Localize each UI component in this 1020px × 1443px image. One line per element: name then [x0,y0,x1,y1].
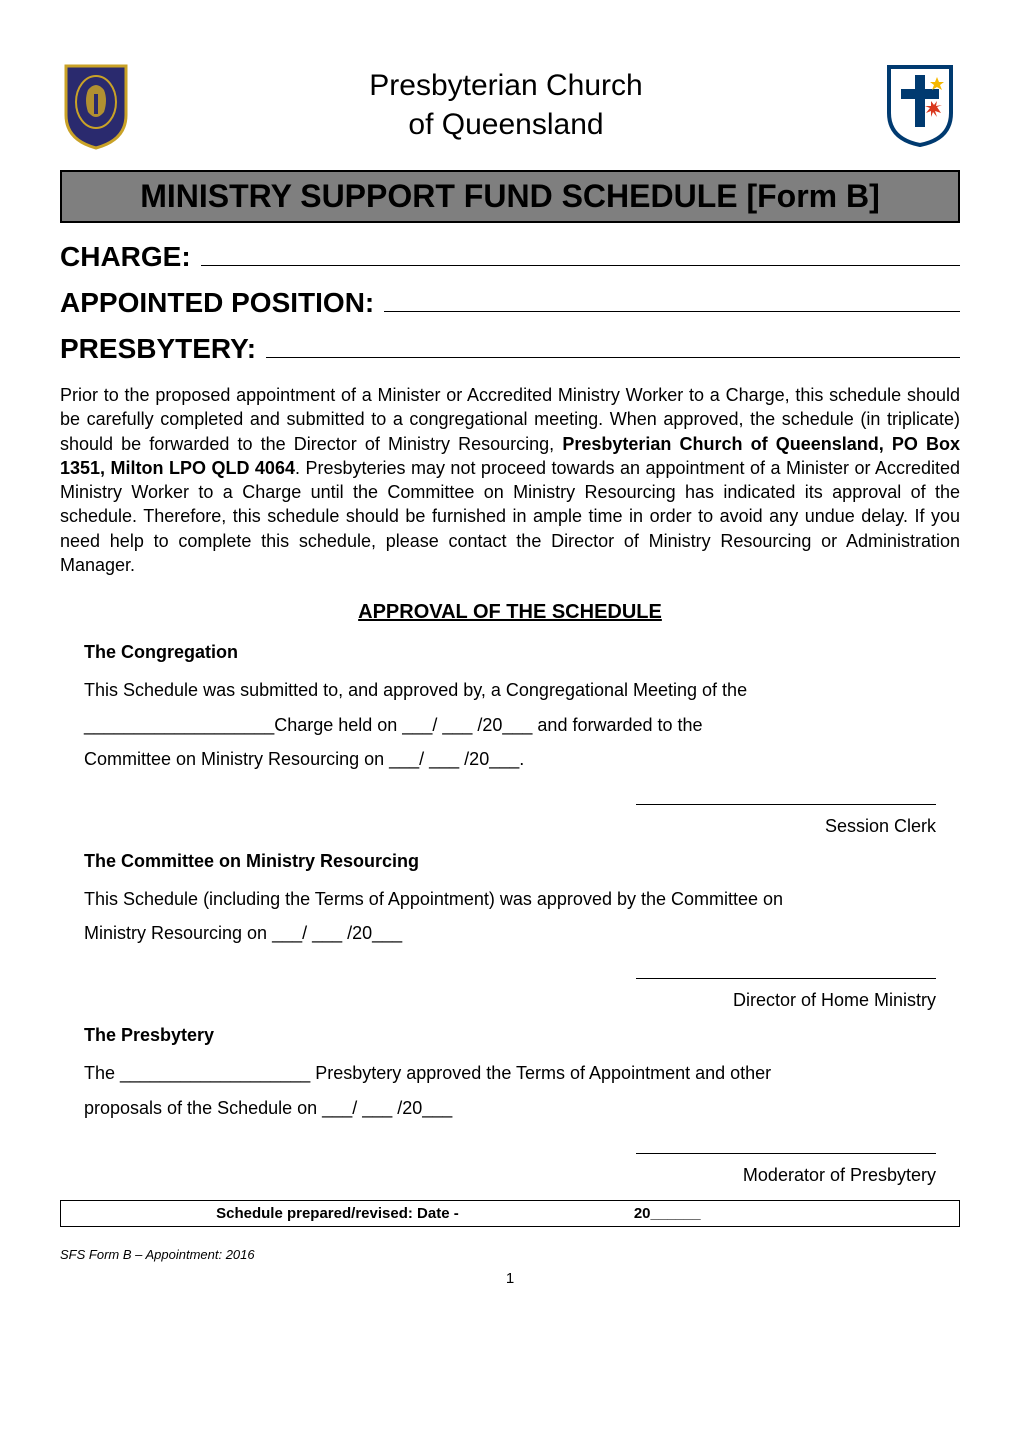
charge-field-row: CHARGE: [60,241,960,273]
moderator-sig-line[interactable] [636,1153,936,1154]
org-line1: Presbyterian Church [132,66,880,105]
approval-heading: APPROVAL OF THE SCHEDULE [60,601,960,624]
congregation-sig-block: Session Clerk [84,796,936,837]
presbytery-section: The Presbytery The ___________________ P… [60,1025,960,1185]
charge-label: CHARGE: [60,241,191,273]
congregation-line3: Committee on Ministry Resourcing on ___/… [84,742,936,776]
title-bar: MINISTRY SUPPORT FUND SCHEDULE [Form B] [60,170,960,223]
appointed-label: APPOINTED POSITION: [60,287,374,319]
presbytery-line1: The ___________________ Presbytery appro… [84,1056,936,1090]
committee-body: This Schedule (including the Terms of Ap… [84,882,936,950]
intro-paragraph: Prior to the proposed appointment of a M… [60,383,960,577]
presbytery-title: The Presbytery [84,1025,936,1046]
presbytery-label: PRESBYTERY: [60,333,256,365]
schedule-date-box: Schedule prepared/revised: Date - 20____… [60,1200,960,1227]
committee-line2: Ministry Resourcing on ___/ ___ /20___ [84,916,936,950]
pcq-crest-logo [60,60,132,150]
committee-section: The Committee on Ministry Resourcing Thi… [60,851,960,1011]
charge-input-line[interactable] [201,265,960,266]
congregation-body: This Schedule was submitted to, and appr… [84,673,936,776]
committee-sig-block: Director of Home Ministry [84,970,936,1011]
org-title: Presbyterian Church of Queensland [132,66,880,144]
appointed-input-line[interactable] [384,311,960,312]
moderator-label: Moderator of Presbytery [84,1165,936,1186]
director-label: Director of Home Ministry [84,990,936,1011]
congregation-title: The Congregation [84,642,936,663]
header-row: Presbyterian Church of Queensland [60,60,960,150]
presbytery-field-row: PRESBYTERY: [60,333,960,365]
director-sig-line[interactable] [636,978,936,979]
session-clerk-sig-line[interactable] [636,804,936,805]
presbytery-input-line[interactable] [266,357,960,358]
footer-text: SFS Form B – Appointment: 2016 [60,1247,960,1262]
committee-line1: This Schedule (including the Terms of Ap… [84,882,936,916]
page-number: 1 [60,1270,960,1287]
presbytery-line2: proposals of the Schedule on ___/ ___ /2… [84,1091,936,1125]
congregation-section: The Congregation This Schedule was submi… [60,642,960,837]
org-line2: of Queensland [132,105,880,144]
committee-title: The Committee on Ministry Resourcing [84,851,936,872]
congregation-line1: This Schedule was submitted to, and appr… [84,673,936,707]
congregation-line2: ___________________Charge held on ___/ _… [84,708,936,742]
presbytery-sig-block: Moderator of Presbytery [84,1145,936,1186]
session-clerk-label: Session Clerk [84,816,936,837]
title-bar-text: MINISTRY SUPPORT FUND SCHEDULE [Form B] [140,178,880,214]
appointed-field-row: APPOINTED POSITION: [60,287,960,319]
presbytery-body: The ___________________ Presbytery appro… [84,1056,936,1124]
cross-shield-logo [880,60,960,150]
schedule-left: Schedule prepared/revised: Date - [61,1201,614,1226]
schedule-right: 20______ [614,1201,959,1226]
